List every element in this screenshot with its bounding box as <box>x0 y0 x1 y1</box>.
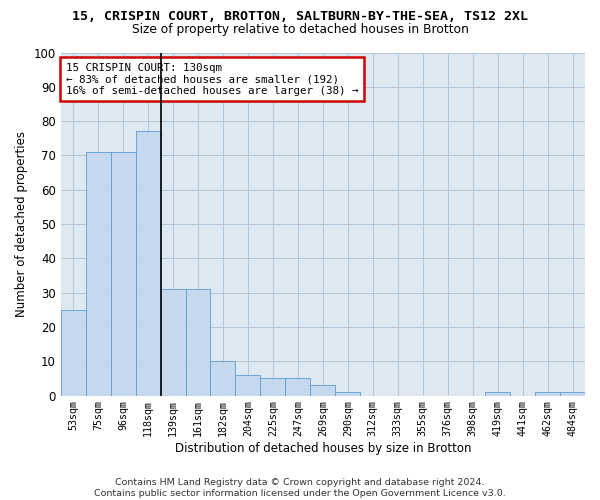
Bar <box>560 392 585 396</box>
Text: Contains HM Land Registry data © Crown copyright and database right 2024.
Contai: Contains HM Land Registry data © Crown c… <box>94 478 506 498</box>
Text: 15, CRISPIN COURT, BROTTON, SALTBURN-BY-THE-SEA, TS12 2XL: 15, CRISPIN COURT, BROTTON, SALTBURN-BY-… <box>72 10 528 23</box>
X-axis label: Distribution of detached houses by size in Brotton: Distribution of detached houses by size … <box>175 442 471 455</box>
Y-axis label: Number of detached properties: Number of detached properties <box>15 131 28 317</box>
Bar <box>61 310 86 396</box>
Bar <box>211 362 235 396</box>
Bar <box>136 132 161 396</box>
Bar <box>185 289 211 396</box>
Bar <box>161 289 185 396</box>
Bar <box>286 378 310 396</box>
Bar <box>310 386 335 396</box>
Bar <box>335 392 360 396</box>
Bar <box>235 375 260 396</box>
Bar <box>535 392 560 396</box>
Text: Size of property relative to detached houses in Brotton: Size of property relative to detached ho… <box>131 22 469 36</box>
Bar <box>86 152 110 396</box>
Bar <box>260 378 286 396</box>
Text: 15 CRISPIN COURT: 130sqm
← 83% of detached houses are smaller (192)
16% of semi-: 15 CRISPIN COURT: 130sqm ← 83% of detach… <box>66 63 358 96</box>
Bar <box>485 392 510 396</box>
Bar <box>110 152 136 396</box>
